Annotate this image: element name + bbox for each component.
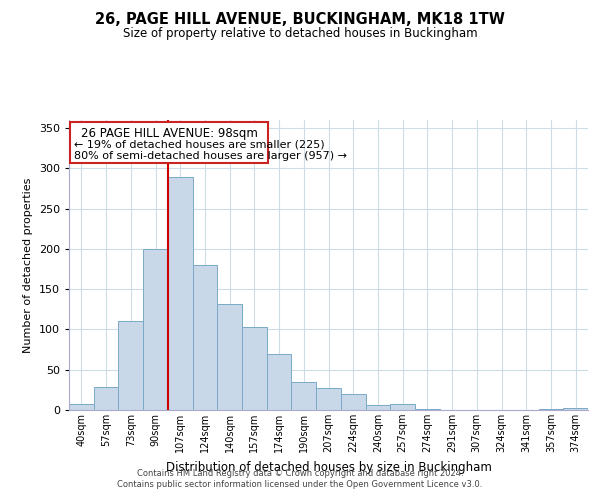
Bar — [292, 382, 316, 410]
Bar — [563, 408, 588, 410]
Bar — [193, 265, 217, 410]
Bar — [143, 249, 168, 410]
Bar — [94, 386, 118, 410]
Bar — [217, 304, 242, 410]
Bar — [341, 394, 365, 410]
Text: 80% of semi-detached houses are larger (957) →: 80% of semi-detached houses are larger (… — [74, 150, 347, 160]
Bar — [267, 354, 292, 410]
X-axis label: Distribution of detached houses by size in Buckingham: Distribution of detached houses by size … — [166, 460, 491, 473]
Text: Contains HM Land Registry data © Crown copyright and database right 2024.: Contains HM Land Registry data © Crown c… — [137, 468, 463, 477]
Bar — [242, 327, 267, 410]
Bar — [316, 388, 341, 410]
Bar — [415, 409, 440, 410]
Bar — [539, 409, 563, 410]
Bar — [69, 404, 94, 410]
Text: Contains public sector information licensed under the Open Government Licence v3: Contains public sector information licen… — [118, 480, 482, 489]
Bar — [168, 177, 193, 410]
Text: Size of property relative to detached houses in Buckingham: Size of property relative to detached ho… — [122, 28, 478, 40]
Bar — [365, 405, 390, 410]
Bar — [390, 404, 415, 410]
Text: 26 PAGE HILL AVENUE: 98sqm: 26 PAGE HILL AVENUE: 98sqm — [80, 127, 257, 140]
Text: 26, PAGE HILL AVENUE, BUCKINGHAM, MK18 1TW: 26, PAGE HILL AVENUE, BUCKINGHAM, MK18 1… — [95, 12, 505, 28]
Text: ← 19% of detached houses are smaller (225): ← 19% of detached houses are smaller (22… — [74, 140, 325, 149]
Bar — [118, 320, 143, 410]
Bar — [70, 122, 268, 162]
Y-axis label: Number of detached properties: Number of detached properties — [23, 178, 33, 352]
